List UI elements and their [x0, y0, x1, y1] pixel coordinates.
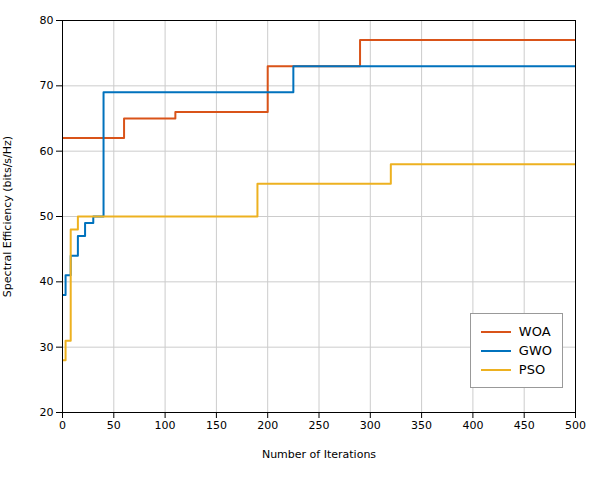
- svg-text:20: 20: [40, 406, 54, 419]
- svg-text:200: 200: [257, 419, 278, 432]
- svg-text:80: 80: [40, 14, 54, 27]
- svg-text:Number of Iterations: Number of Iterations: [262, 448, 376, 461]
- svg-text:100: 100: [155, 419, 176, 432]
- svg-text:0: 0: [59, 419, 66, 432]
- svg-text:30: 30: [40, 341, 54, 354]
- html-text:GWO: GWO: [518, 343, 552, 358]
- html-text:PSO: PSO: [518, 362, 546, 377]
- svg-text:60: 60: [40, 145, 54, 158]
- svg-text:500: 500: [565, 419, 586, 432]
- svg-text:40: 40: [40, 275, 54, 288]
- svg-text:50: 50: [107, 419, 121, 432]
- svg-text:300: 300: [360, 419, 381, 432]
- svg-text:70: 70: [40, 79, 54, 92]
- svg-text:250: 250: [309, 419, 330, 432]
- svg-text:400: 400: [462, 419, 483, 432]
- svg-text:350: 350: [411, 419, 432, 432]
- svg-text:Spectral Efficiency (bits/s/Hz: Spectral Efficiency (bits/s/Hz): [1, 136, 14, 297]
- svg-text:50: 50: [40, 210, 54, 223]
- svg-text:450: 450: [514, 419, 535, 432]
- svg-text:150: 150: [206, 419, 227, 432]
- html-text:WOA: WOA: [518, 324, 551, 339]
